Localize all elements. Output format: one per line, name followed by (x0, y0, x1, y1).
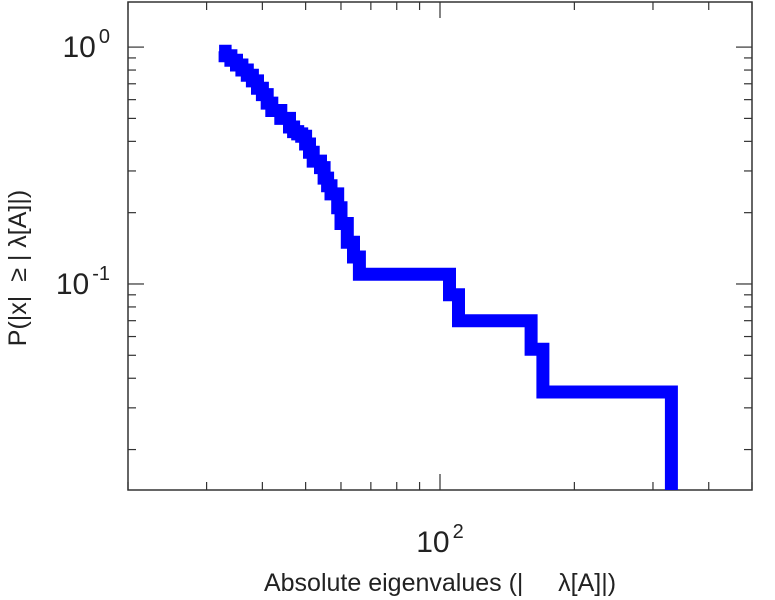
x-axis-label: Absolute eigenvalues (| λ[A]|) (264, 569, 616, 597)
tick-labels: 10 2 10 0 10 -1 (56, 26, 464, 559)
y-axis-label: P(|x| ≥ | λ[A]|) (4, 190, 32, 346)
tick-marks (127, 2, 753, 490)
plot-frame (127, 1, 753, 491)
y-tick-label: 10 -1 (56, 263, 110, 301)
x-tick-label: 10 2 (416, 521, 464, 559)
y-tick-label: 10 0 (63, 26, 111, 64)
series-line (218, 44, 678, 490)
